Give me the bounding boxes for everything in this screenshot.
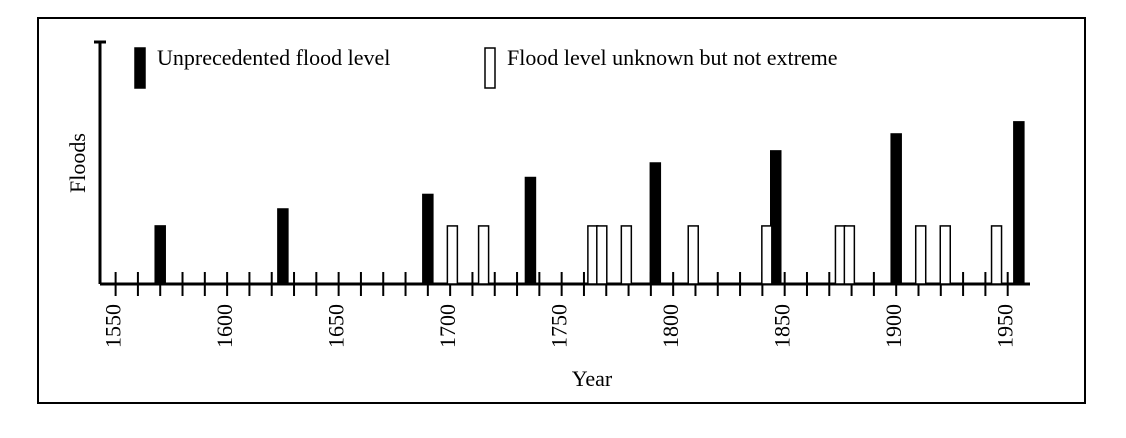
x-tick-label: 1800 [658,304,683,348]
bar [890,133,902,285]
y-axis-label: Floods [65,133,90,193]
bar [843,225,856,285]
x-tick-label: 1750 [547,304,572,348]
bar [277,208,289,285]
frame [37,17,1086,404]
bar [620,225,633,285]
legend-label: Flood level unknown but not extreme [507,45,838,70]
legend-swatch [134,47,146,89]
bar [761,225,773,285]
x-axis-label: Year [572,366,613,391]
bar [422,193,434,285]
bar [1013,121,1025,285]
x-tick-label: 1550 [101,304,126,348]
bar [990,225,1003,285]
bar [939,225,952,285]
bar [649,162,662,285]
bar [524,176,537,285]
x-tick-label: 1700 [435,304,460,348]
x-tick-label: 1600 [212,304,237,348]
x-tick-label: 1650 [324,304,349,348]
bar [154,225,166,285]
legend-label: Unprecedented flood level [157,45,390,70]
bar [477,225,490,285]
bar [446,225,459,285]
x-tick-label: 1850 [770,304,795,348]
bar [687,225,699,285]
bar [596,225,608,285]
legend-swatch [484,47,496,89]
bar [770,150,782,285]
x-tick-label: 1900 [881,304,906,348]
x-tick-label: 1950 [993,304,1018,348]
bar [914,225,927,285]
